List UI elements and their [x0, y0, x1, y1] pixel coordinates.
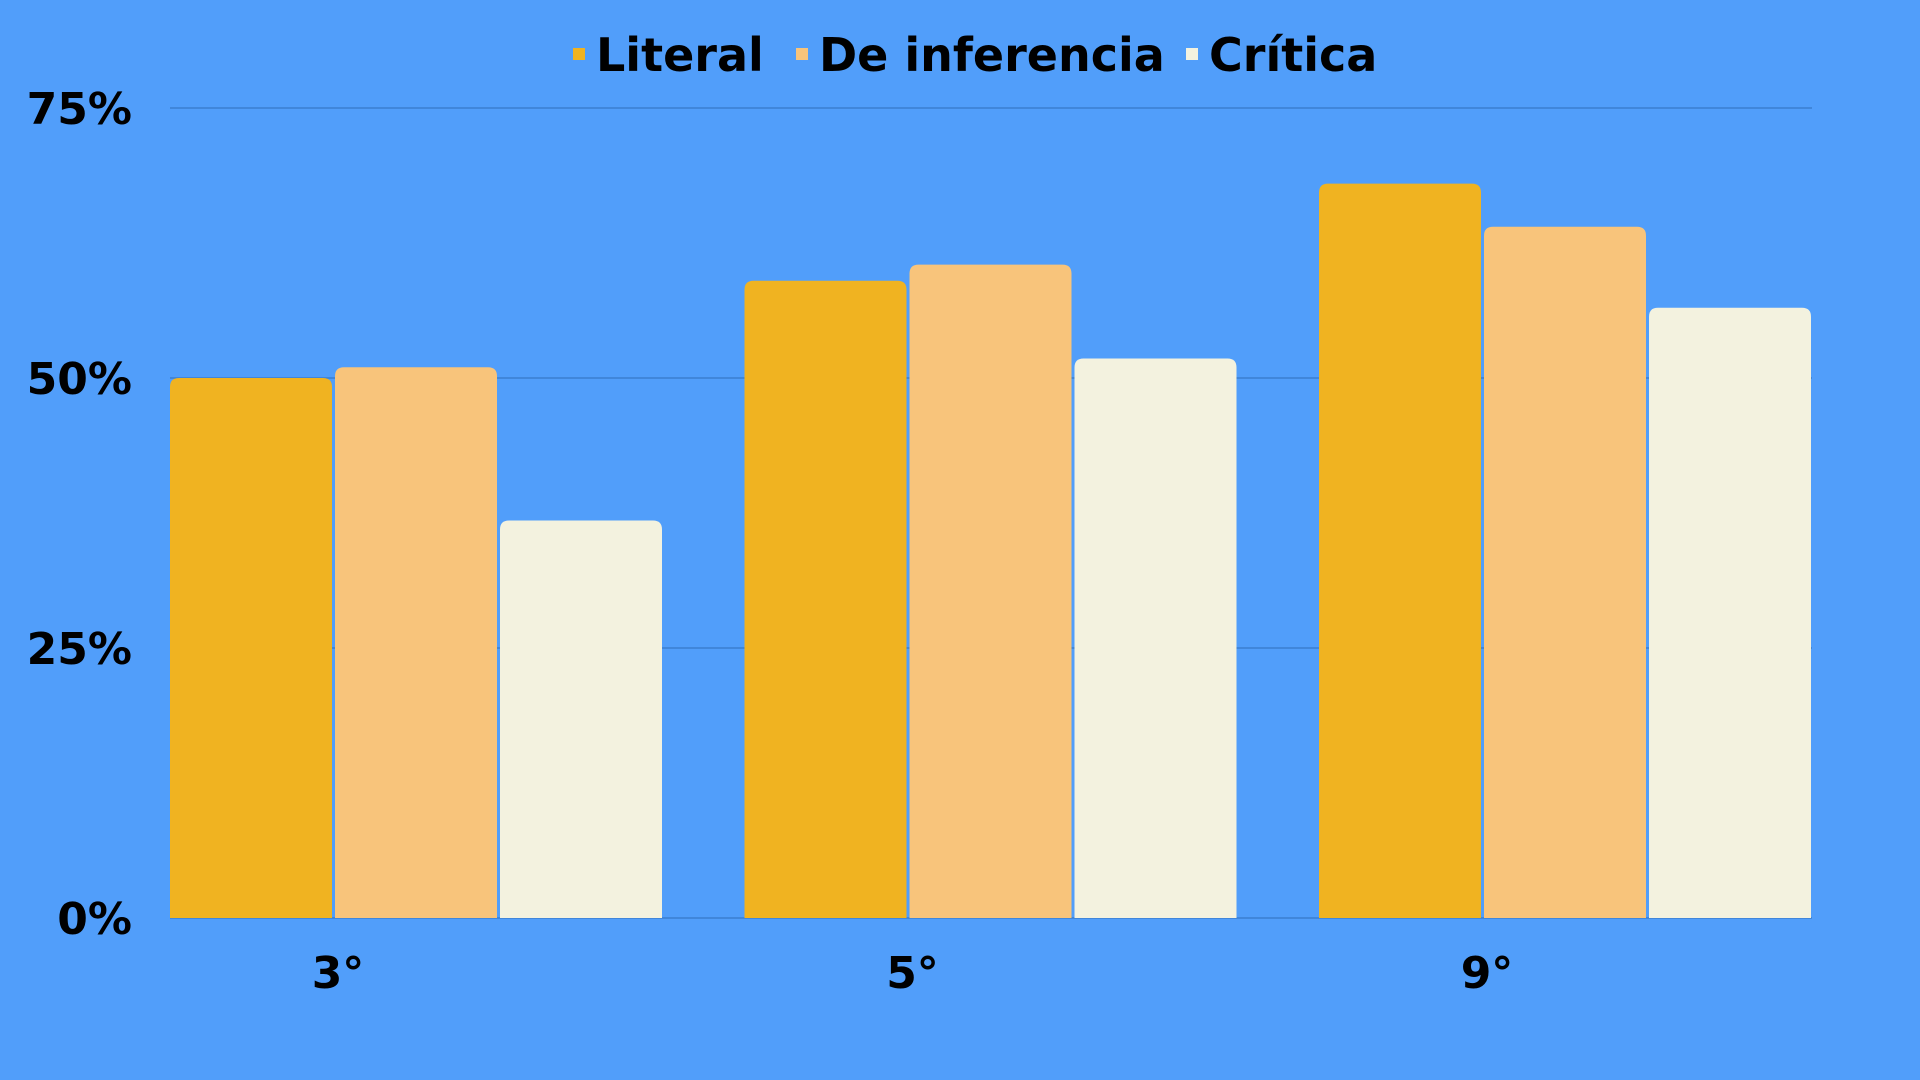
y-tick-label: 75%: [27, 84, 132, 135]
bars: [170, 183, 1811, 919]
y-tick-label: 0%: [57, 894, 132, 945]
x-tick-label: 3°: [312, 948, 365, 999]
bar: [1319, 183, 1481, 919]
y-tick-label: 50%: [27, 354, 132, 405]
x-tick-label: 5°: [886, 948, 939, 999]
x-axis-labels: 3° 5° 9°: [312, 948, 1514, 999]
x-tick-label: 9°: [1461, 948, 1514, 999]
legend-label: Crítica: [1209, 28, 1377, 82]
bar: [1074, 358, 1237, 918]
legend-swatch: [573, 48, 585, 60]
legend-item: Literal: [573, 28, 764, 82]
bar: [909, 264, 1072, 919]
legend: Literal De inferencia Crítica: [573, 28, 1377, 82]
legend-item: De inferencia: [796, 28, 1165, 82]
bar: [1484, 226, 1646, 919]
y-tick-label: 25%: [27, 624, 132, 675]
bar: [170, 378, 332, 918]
legend-swatch: [1186, 48, 1198, 60]
bar: [500, 520, 662, 918]
bar: [1649, 307, 1811, 918]
legend-swatch: [796, 48, 808, 60]
legend-label: De inferencia: [819, 28, 1165, 82]
legend-label: Literal: [596, 28, 764, 82]
bar: [744, 280, 907, 918]
y-axis-ticks: 0% 25% 50% 75%: [27, 84, 132, 945]
bar: [335, 367, 497, 918]
legend-item: Crítica: [1186, 28, 1377, 82]
